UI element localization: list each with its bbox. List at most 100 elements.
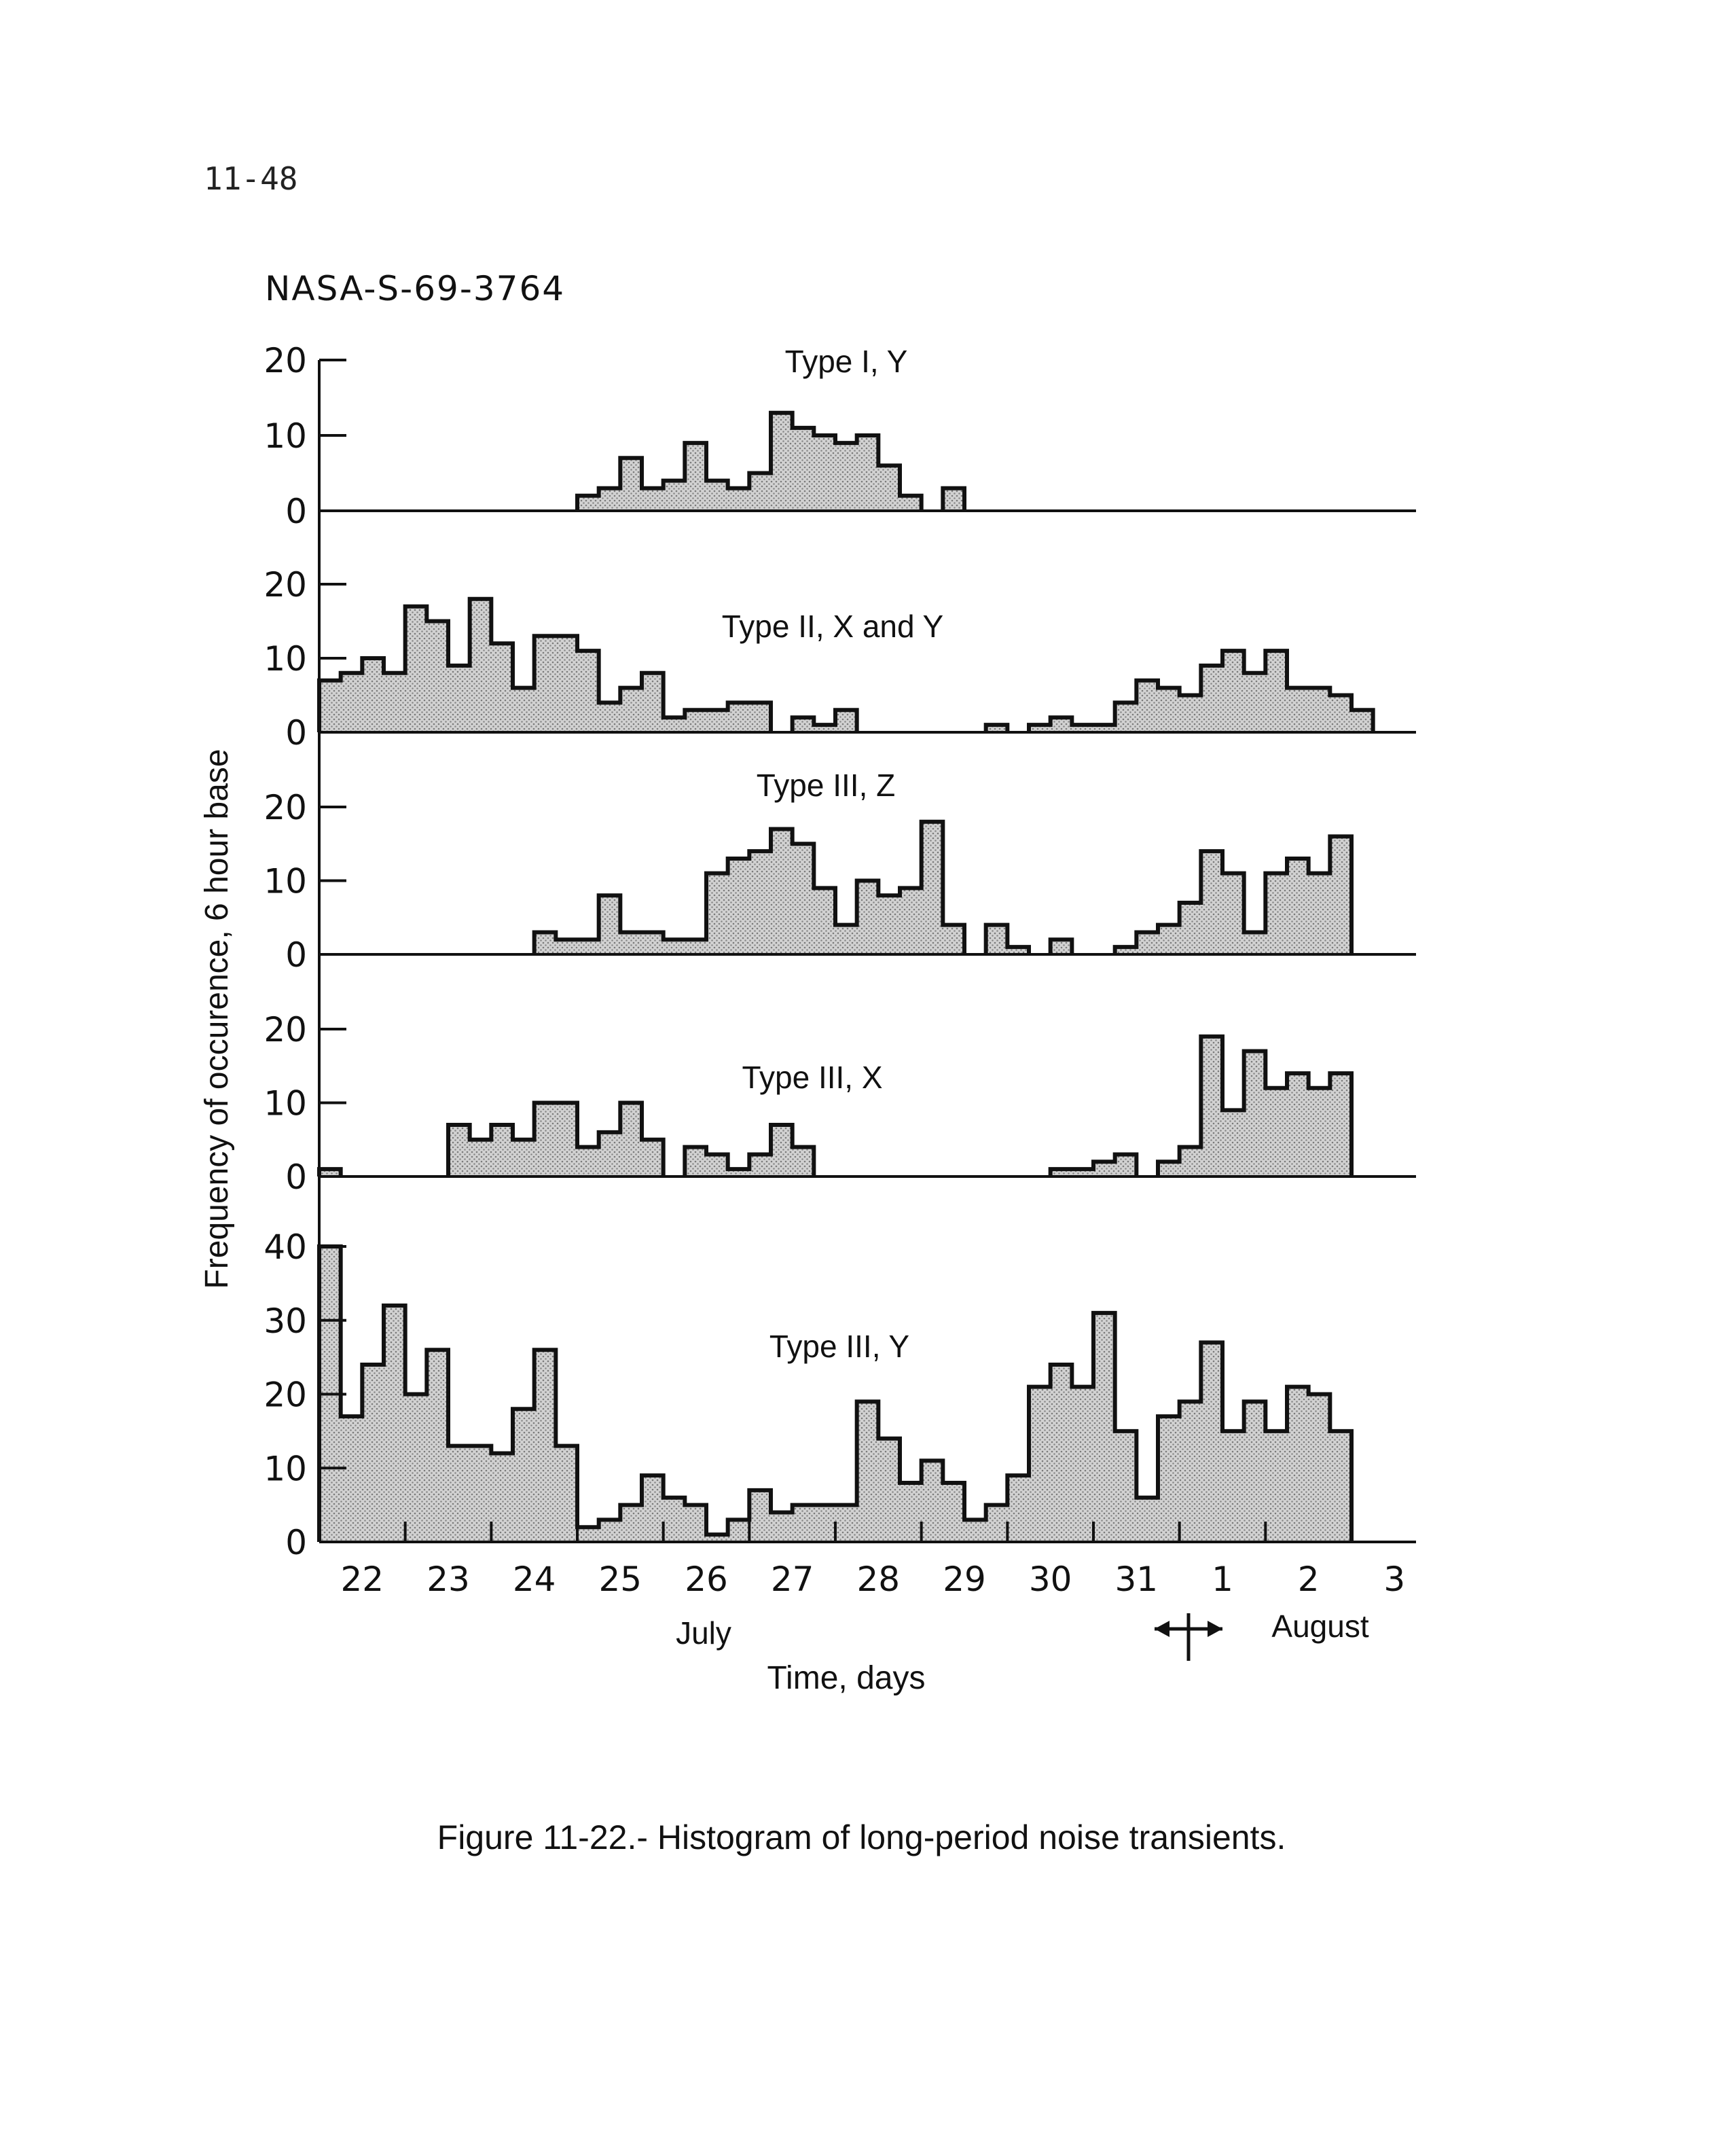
histogram-bar [1244,1401,1266,1543]
histogram-outline [317,1244,1354,1542]
histogram-bar [792,1505,814,1543]
histogram-bar [1244,1051,1266,1176]
histogram-bar [577,651,600,732]
histogram-bar [1179,695,1201,732]
month-label-july: July [676,1615,731,1651]
histogram-bar [985,1505,1008,1543]
histogram-bar [491,1125,513,1176]
histogram-outline [317,596,1375,732]
histogram-bar [900,1483,922,1542]
histogram-bar [663,717,685,732]
x-tick-label: 28 [856,1560,900,1599]
x-tick-label: 27 [771,1560,814,1599]
y-axis-title: Frequency of occurence, 6 hour base [199,749,235,1289]
histogram-bar [1093,1312,1116,1543]
histogram-bar [620,1505,642,1543]
histogram-outline [575,410,966,511]
histogram-bar [792,1147,814,1176]
histogram-bar [384,672,406,732]
panel-title: Type III, Z [757,768,896,803]
histogram-bar [620,1102,642,1176]
histogram-bar [1265,873,1288,954]
histogram-bar [792,427,814,511]
histogram-bar [835,1505,858,1543]
histogram-bar [1308,1394,1330,1542]
histogram-bar [878,1438,901,1542]
histogram-bar [1179,1147,1201,1176]
histogram-bar [448,1125,471,1176]
x-tick-label: 30 [1029,1560,1072,1599]
panel-5: 0 10 20 30 40 Type III, Y [264,1227,1416,1562]
histogram-bar [556,636,578,732]
histogram-bar [319,680,342,732]
histogram-bar [1308,873,1330,954]
histogram-bar [491,1453,513,1542]
histogram-bar [856,1401,879,1543]
histogram-outline [317,1034,1354,1176]
histogram-bar [1179,1401,1201,1543]
x-tick-label: 22 [340,1560,384,1599]
histogram-bar [900,888,922,954]
histogram-bar [706,710,729,732]
histogram-bar [534,1102,556,1176]
y-tick-label: 20 [264,1376,307,1415]
x-tick-label: 2 [1298,1560,1320,1599]
histogram-bar [835,443,858,511]
histogram-bar [1136,680,1159,732]
histogram-bar [642,672,664,732]
histogram-bar [427,1350,449,1542]
histogram-bar [921,1460,943,1543]
x-tick-label: 3 [1383,1560,1405,1599]
histogram-bar [1265,1431,1288,1543]
histogram-bar [792,717,814,732]
histogram-bar [706,480,729,511]
panel-title: Type I, Y [785,344,908,379]
histogram-bar [1114,702,1137,732]
histogram-bar [598,895,621,954]
panel-1: 0 10 20 Type I, Y [264,341,1416,531]
histogram-bar [856,435,879,511]
histogram-bar [1114,1154,1137,1176]
histogram-bar [1222,873,1245,954]
histogram-bar [771,1125,793,1176]
histogram-bar [1158,687,1180,732]
histogram-bar [534,636,556,732]
y-tick-label: 20 [264,788,307,827]
x-tick-label: 24 [513,1560,556,1599]
histogram-bar [1330,695,1352,732]
histogram-bar [771,829,793,954]
histogram-bar [685,1147,707,1176]
histogram-bar [1201,1342,1223,1543]
histogram-bar [598,1132,621,1176]
histogram-bar [469,598,492,732]
histogram-bar [1050,717,1072,732]
histogram-bar [749,702,772,732]
histogram-bar [900,495,922,511]
histogram-bar [448,1445,471,1543]
y-tick-label: 20 [264,341,307,380]
x-tick-label: 1 [1212,1560,1233,1599]
histogram-bar [556,939,578,954]
histogram-bar [1287,1073,1309,1176]
histogram-bar [1050,1365,1072,1542]
histogram-bar [943,488,965,511]
histogram-bar [921,821,943,954]
histogram-bar [1287,858,1309,954]
histogram-bar [1287,1386,1309,1543]
y-tick-label: 0 [285,713,307,753]
x-tick-label: 29 [943,1560,986,1599]
histogram-bar [620,458,642,511]
panel-4: 0 10 20 Type III, X [264,1010,1416,1197]
histogram-bar [598,488,621,511]
histogram-bar [534,1350,556,1542]
histogram-bar [1007,1475,1030,1543]
histogram-outline [532,819,1354,954]
histogram-bar [727,858,750,954]
y-tick-label: 10 [264,862,307,901]
histogram-bar [943,1483,965,1542]
histogram-bar [1244,672,1266,732]
histogram-bar [577,1527,600,1542]
histogram-bar [835,924,858,954]
histogram-bar [598,1520,621,1543]
histogram-bar [362,658,384,732]
